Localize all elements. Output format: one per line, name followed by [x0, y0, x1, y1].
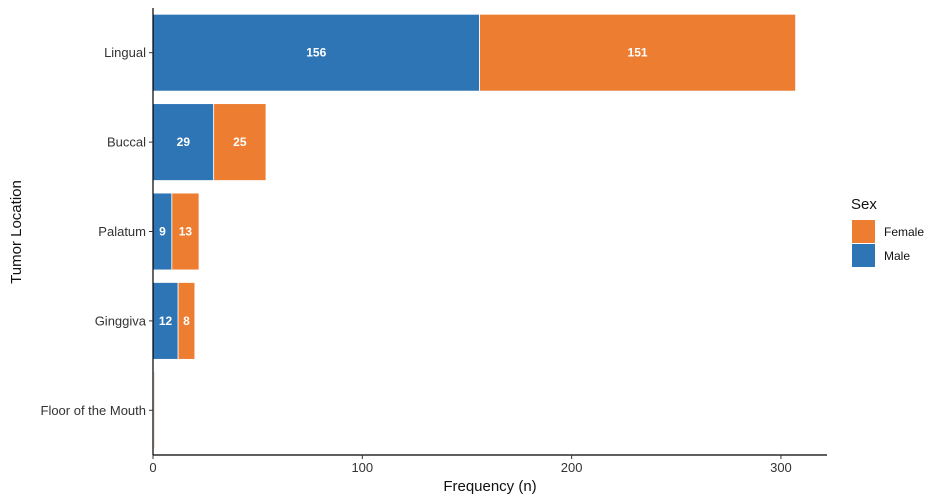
bar-lingual-male: [152, 13, 480, 92]
legend-swatch-female: [852, 220, 875, 243]
x-axis-title: Frequency (n): [443, 478, 536, 495]
bar-ginggiva-female: [177, 282, 196, 360]
y-tick-label-lingual: Lingual: [104, 45, 146, 60]
bar-label-buccal-female: 25: [233, 135, 247, 149]
bar-lingual-female: [479, 13, 797, 92]
y-tick-label-palatum: Palatum: [98, 224, 146, 239]
bar-buccal-male: [152, 103, 215, 181]
bar-label-buccal-male: 29: [177, 135, 191, 149]
bar-label-ginggiva-male: 12: [159, 314, 173, 328]
bar-ginggiva-male: [152, 282, 179, 360]
bar-label-ginggiva-female: 8: [183, 314, 190, 328]
x-tick-label-0: 0: [149, 460, 156, 475]
legend-label-female: Female: [884, 225, 924, 239]
bar-buccal-female: [213, 103, 267, 181]
legend: Sex Female Male: [851, 196, 924, 267]
bar-label-palatum-male: 9: [159, 225, 166, 239]
bar-labels-group: 156 151 29 25 9 13 12 8: [159, 46, 648, 328]
bar-floor-of-the-mouth-female: [153, 371, 156, 450]
y-axis-title: Tumor Location: [8, 180, 25, 284]
x-tick-label-200: 200: [561, 460, 583, 475]
y-tick-label-floor-of-the-mouth: Floor of the Mouth: [41, 403, 147, 418]
x-axis-ticks: 0 100 200 300: [149, 455, 792, 475]
bar-label-lingual-male: 156: [306, 46, 326, 60]
bar-label-lingual-female: 151: [628, 46, 648, 60]
legend-swatch-male: [852, 244, 875, 267]
bars-group: [152, 13, 797, 450]
bar-label-palatum-female: 13: [179, 225, 193, 239]
x-tick-label-100: 100: [351, 460, 373, 475]
x-tick-label-300: 300: [770, 460, 792, 475]
bar-palatum-female: [171, 192, 200, 271]
legend-label-male: Male: [884, 249, 910, 263]
y-axis-ticks: Lingual Buccal Palatum Ginggiva Floor of the…: [41, 45, 153, 418]
y-tick-label-ginggiva: Ginggiva: [95, 313, 147, 328]
y-tick-label-buccal: Buccal: [107, 135, 146, 150]
legend-title: Sex: [851, 196, 877, 213]
